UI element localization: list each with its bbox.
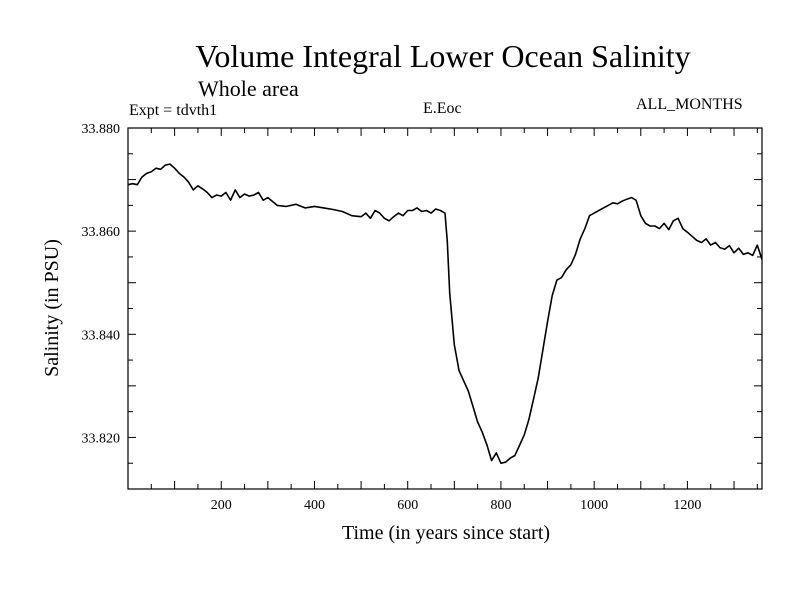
months-label: ALL_MONTHS: [636, 96, 743, 113]
tick-labels: 200 400 600 800 1000 1200 33.820 33.840 33.860 33…: [82, 122, 702, 513]
chart-title: Volume Integral Lower Ocean Salinity: [195, 38, 691, 74]
tick-marks: [128, 127, 762, 490]
y-tick-label: 33.860: [82, 225, 121, 240]
x-tick-label: 400: [304, 498, 325, 513]
x-tick-label: 600: [397, 498, 418, 513]
y-axis-label: Salinity (in PSU): [41, 239, 63, 377]
plot-frame: [127, 127, 763, 490]
x-tick-label: 1200: [673, 498, 701, 513]
chart-subtitle: Whole area: [198, 76, 299, 101]
salinity-series-line: [127, 163, 763, 464]
x-tick-label: 1000: [580, 498, 608, 513]
x-tick-label: 200: [211, 498, 232, 513]
x-axis-label: Time (in years since start): [342, 522, 550, 544]
y-tick-label: 33.820: [82, 431, 121, 446]
x-tick-label: 800: [490, 498, 511, 513]
y-tick-label: 33.880: [82, 122, 121, 137]
variable-label: E.Eoc: [423, 100, 462, 117]
experiment-label: Expt = tdvth1: [129, 102, 218, 119]
y-tick-label: 33.840: [82, 328, 121, 343]
